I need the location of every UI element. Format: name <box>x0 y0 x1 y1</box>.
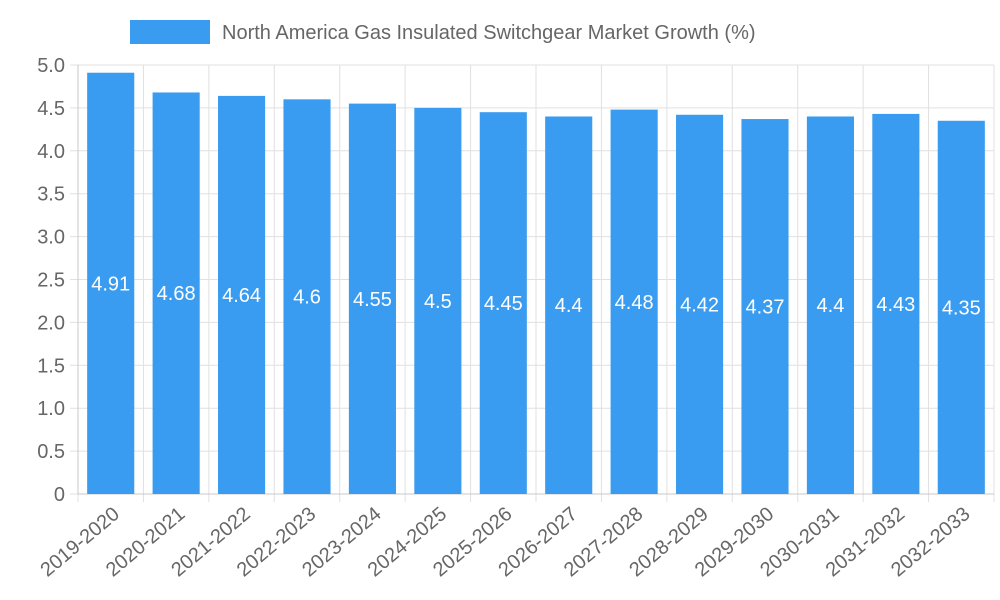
data-label: 4.4 <box>817 295 845 317</box>
data-label: 4.64 <box>222 285 261 307</box>
y-tick-label: 0.5 <box>37 441 65 463</box>
data-label: 4.42 <box>680 294 719 316</box>
bars <box>87 72 985 495</box>
y-tick-label: 3.0 <box>37 227 65 249</box>
data-label: 4.43 <box>876 294 915 316</box>
bar <box>806 116 854 494</box>
data-label: 4.48 <box>615 292 654 314</box>
data-label: 4.35 <box>942 297 981 319</box>
y-axis-ticks: 0 0.5 1.0 1.5 2.0 2.5 3.0 3.5 4.0 4.5 5.0 <box>37 55 65 506</box>
grid <box>70 64 995 502</box>
bar <box>872 113 920 494</box>
bar <box>414 107 462 495</box>
legend: North America Gas Insulated Switchgear M… <box>130 20 756 44</box>
y-tick-label: 4.5 <box>37 98 65 120</box>
y-tick-label: 2.0 <box>37 312 65 334</box>
bar <box>741 119 789 494</box>
data-labels: 4.91 4.68 4.64 4.6 4.55 4.5 4.45 4.4 4.48 4.42 4.3… <box>91 273 981 319</box>
bar <box>87 72 135 495</box>
y-tick-label: 1.0 <box>37 398 65 420</box>
bar <box>348 103 396 495</box>
bar <box>283 99 331 494</box>
data-label: 4.4 <box>555 295 583 317</box>
bar <box>545 116 593 494</box>
bar <box>610 109 658 494</box>
y-tick-label: 2.5 <box>37 270 65 292</box>
bar <box>152 92 200 495</box>
legend-swatch <box>130 20 210 44</box>
bar <box>218 95 266 494</box>
data-label: 4.45 <box>484 293 523 315</box>
data-label: 4.5 <box>424 291 452 313</box>
bar <box>937 120 985 495</box>
y-tick-label: 5.0 <box>37 55 65 77</box>
bar <box>676 114 724 494</box>
y-tick-label: 1.5 <box>37 355 65 377</box>
data-label: 4.68 <box>157 283 196 305</box>
y-tick-label: 3.5 <box>37 184 65 206</box>
data-label: 4.6 <box>293 287 321 309</box>
data-label: 4.37 <box>746 297 785 319</box>
y-tick-label: 4.0 <box>37 141 65 163</box>
bar <box>479 112 527 494</box>
x-axis-ticks: 2019-20202020-20212021-20222022-20232023… <box>37 503 975 581</box>
data-label: 4.91 <box>91 273 130 295</box>
legend-label: North America Gas Insulated Switchgear M… <box>222 22 756 44</box>
y-tick-label: 0 <box>54 484 65 506</box>
data-label: 4.55 <box>353 289 392 311</box>
